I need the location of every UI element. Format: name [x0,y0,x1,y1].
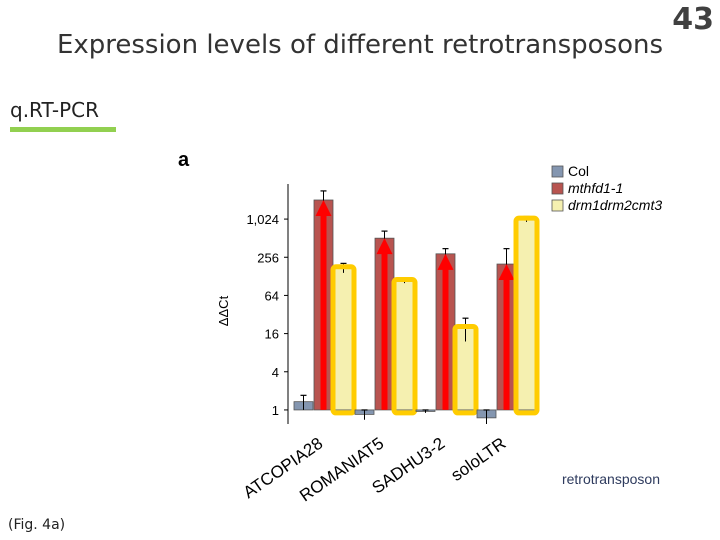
y-tick-label: 4 [272,365,279,380]
y-axis: 1 4 16 64 256 1,024 [246,184,289,424]
increase-arrow-head [376,238,393,255]
y-tick-label: 1 [272,403,279,418]
increase-arrow-head [315,200,332,216]
y-tick-label: 256 [257,250,279,265]
subheading: q.RT-PCR [10,98,100,122]
legend-swatch [551,199,564,212]
highlight-box [452,323,479,416]
slide-number: 43 [672,2,714,37]
highlight-box [513,215,540,416]
highlight-box [391,277,418,416]
bar-drm1drm2cmt3-soloLTR [516,218,537,411]
legend-swatch [551,182,564,195]
increase-arrow-head [498,264,515,281]
figure-caption: (Fig. 4a) [8,517,66,533]
subheading-underline [10,127,116,132]
legend-entry: mthfd1-1 [568,180,623,196]
highlight-box [330,264,357,416]
y-axis-label: ΔΔCt [216,295,231,326]
y-tick-label: 64 [265,288,279,303]
bar-chart: a 1 4 16 64 256 1,024 ATCOPIA28ROMANIAT5SADHU… [178,149,662,506]
legend-entry: Col [568,163,589,179]
y-tick-label: 1,024 [246,212,279,227]
bar-drm1drm2cmt3-ROMANIAT5 [394,280,415,411]
legend-swatch [551,165,564,178]
chart-panel: a 1 4 16 64 256 1,024 ATCOPIA28 ROMANIAT5 SADHU… [170,144,684,524]
increase-arrow-head [437,253,454,270]
panel-label: a [178,149,190,171]
x-axis-label: retrotransposon [562,471,660,487]
legend-entry: drm1drm2cmt3 [568,197,662,213]
bars [293,190,540,424]
x-tick-label: soloLTR [448,434,510,485]
slide-title: Expression levels of different retrotran… [56,30,664,60]
bar-drm1drm2cmt3-ATCOPIA28 [333,267,354,411]
y-tick-label: 16 [265,327,279,342]
